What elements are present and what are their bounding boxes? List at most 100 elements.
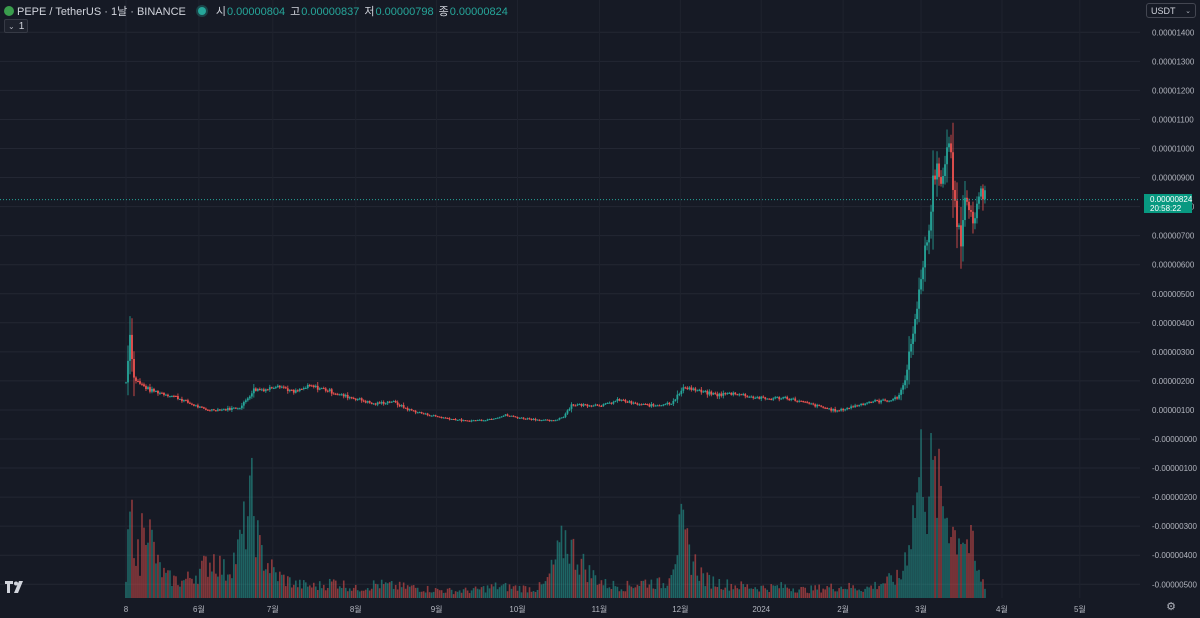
- volume-bar: [556, 540, 559, 598]
- volume-bar: [666, 585, 669, 598]
- volume-bar: [249, 475, 251, 598]
- volume-bar: [155, 563, 157, 598]
- volume-bar: [880, 584, 882, 598]
- candle-body: [830, 408, 833, 411]
- time-axis[interactable]: 8 6월 7월 8월 9월 10월 11월 12월 2024 2월 3월 4월 5월: [124, 604, 1086, 614]
- candle-body: [208, 410, 211, 412]
- volume-bar: [426, 585, 429, 598]
- volume-bar: [223, 559, 225, 598]
- candle-body: [872, 401, 875, 403]
- volume-bar: [578, 574, 581, 598]
- ohlc-key: 시: [215, 6, 226, 18]
- volume-bar: [818, 584, 820, 598]
- volume-bar: [454, 591, 457, 598]
- volume-bar: [894, 584, 896, 598]
- volume-bar: [826, 586, 828, 598]
- volume-bar: [490, 584, 493, 598]
- candle-body: [304, 387, 307, 389]
- volume-bar: [606, 588, 609, 598]
- candle-body: [280, 386, 283, 388]
- volume-bar: [722, 589, 725, 598]
- volume-bar: [550, 559, 553, 598]
- market-open-status-icon[interactable]: [197, 7, 206, 15]
- volume-bar: [161, 577, 163, 598]
- volume-bar: [780, 582, 783, 598]
- volume-bar: [536, 589, 539, 598]
- grid-lines: [0, 31, 1140, 585]
- volume-bar: [636, 584, 639, 598]
- candle-body: [450, 419, 453, 421]
- volume-bar: [608, 587, 611, 598]
- volume-bar: [386, 583, 389, 598]
- candle-body: [680, 390, 683, 394]
- volume-bar: [570, 539, 573, 598]
- volume-bar: [656, 578, 659, 598]
- symbol-title[interactable]: PEPE / TetherUS · 1날 · BINANCE: [17, 6, 186, 18]
- volume-bar: [956, 554, 958, 598]
- volume-bar: [520, 592, 523, 598]
- candle-body: [404, 407, 407, 409]
- candle-body: [608, 402, 611, 404]
- currency-unit-button[interactable]: USDT ⌄: [1146, 3, 1196, 18]
- candle-body: [756, 397, 759, 399]
- settings-gear-icon[interactable]: ⚙: [1166, 601, 1176, 613]
- volume-bar: [332, 579, 335, 598]
- candle-body: [330, 389, 333, 394]
- volume-bar: [774, 585, 777, 598]
- candle-body: [822, 406, 825, 408]
- candle-body: [410, 409, 413, 411]
- volume-bar: [187, 571, 189, 598]
- volume-bar: [255, 557, 257, 598]
- candle-body: [634, 402, 637, 404]
- volume-bar: [253, 516, 255, 598]
- volume-bar: [848, 582, 850, 598]
- candle-body: [758, 397, 761, 399]
- candle-body: [436, 416, 439, 418]
- candle-body: [586, 404, 589, 407]
- candle-body: [328, 389, 331, 392]
- volume-bar: [892, 581, 894, 598]
- volume-bar: [488, 588, 491, 598]
- y-tick-label: -0.00000000: [1152, 435, 1197, 444]
- volume-bar: [586, 582, 589, 598]
- candle-body: [452, 419, 455, 421]
- volume-bar: [864, 588, 866, 598]
- volume-bar: [870, 585, 872, 598]
- candle-body: [197, 405, 199, 408]
- candle-body: [318, 388, 321, 390]
- candle-body: [364, 401, 367, 403]
- volume-bar: [798, 589, 800, 598]
- volume-bar: [962, 542, 964, 598]
- candle-body: [888, 400, 890, 402]
- volume-bar: [862, 591, 864, 598]
- candle-body: [972, 211, 974, 224]
- volume-bar: [470, 590, 473, 598]
- volume-indicator-toggle[interactable]: ⌄ 1: [4, 19, 29, 33]
- candle-body: [750, 396, 753, 398]
- volume-bar: [950, 537, 952, 598]
- volume-bar: [159, 562, 161, 598]
- volume-bar: [217, 576, 219, 598]
- volume-bar: [235, 564, 237, 598]
- candle-body: [458, 419, 461, 421]
- volume-bar: [428, 592, 431, 598]
- volume-bar: [354, 584, 357, 598]
- volume-bar: [648, 584, 651, 598]
- volume-bar: [624, 591, 627, 598]
- price-axis[interactable]: 0.00001400 0.00001300 0.00001200 0.00001100…: [1152, 28, 1197, 589]
- candle-body: [392, 401, 395, 403]
- candle-body: [380, 401, 383, 404]
- candle-body: [962, 220, 964, 247]
- volume-bar: [239, 529, 241, 598]
- candle-body: [688, 387, 691, 390]
- volume-bar: [846, 589, 848, 598]
- candle-body: [790, 398, 793, 401]
- volume-bar: [750, 588, 753, 598]
- volume-bar: [548, 573, 551, 598]
- candle-body: [978, 196, 980, 204]
- candle-body: [418, 412, 421, 414]
- ohlc-values: 시0.00000804 고0.00000837 저0.00000798 종0.0000…: [216, 3, 513, 19]
- volume-bar: [610, 588, 613, 598]
- tradingview-logo-icon[interactable]: [5, 581, 25, 593]
